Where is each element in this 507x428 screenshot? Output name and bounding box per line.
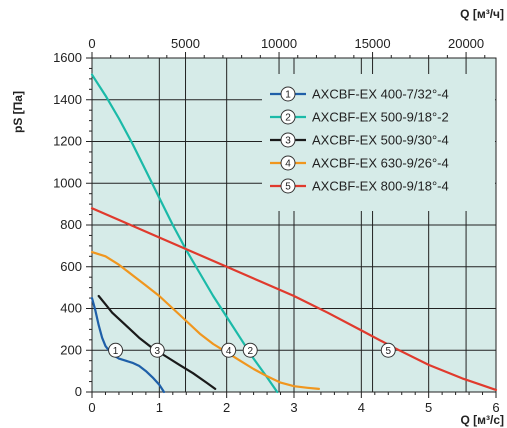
- series-marker-5: [380, 342, 396, 358]
- legend-marker-3: [280, 132, 296, 148]
- y-tick-label: 200: [60, 342, 82, 357]
- legend-entry-3: AXCBF-EX 500-9/30°-4: [312, 133, 449, 148]
- series-line-5: [90, 207, 498, 391]
- y-tick-label: 1000: [53, 175, 82, 190]
- legend-entry-5: AXCBF-EX 800-9/18°-4: [312, 179, 449, 194]
- legend-marker-label-3: 3: [285, 136, 291, 147]
- x-tick-label: 4: [358, 400, 365, 415]
- legend-entry-2: AXCBF-EX 500-9/18°-2: [312, 110, 449, 125]
- grid: [92, 58, 496, 392]
- legend-box: [262, 74, 495, 211]
- series-markers: 1 2 3 4 5: [108, 342, 396, 358]
- series-marker-label-4: 4: [226, 346, 232, 357]
- series-marker-1: [108, 342, 124, 358]
- legend-marker-1: [280, 86, 296, 102]
- x-top-tick-label: 0: [88, 36, 95, 51]
- x-top-axis-ticks: 0 5000 10000 15000 20000: [88, 36, 484, 58]
- legend-marker-label-4: 4: [285, 159, 291, 170]
- series-marker-4: [221, 342, 237, 358]
- series-marker-2: [242, 342, 258, 358]
- x-axis-title: Q [м³/с]: [460, 413, 504, 427]
- x-top-tick-label: 20000: [448, 36, 484, 51]
- x-tick-label: 0: [88, 400, 95, 415]
- y-tick-label: 800: [60, 217, 82, 232]
- legend-entry-4: AXCBF-EX 630-9/26°-4: [312, 156, 449, 171]
- legend-marker-5: [280, 178, 296, 194]
- x-top-tick-label: 15000: [354, 36, 390, 51]
- series-marker-label-5: 5: [385, 346, 391, 357]
- legend-marker-4: [280, 155, 296, 171]
- series-line-1: [90, 297, 166, 394]
- y-tick-label: 1400: [53, 92, 82, 107]
- y-tick-label: 1200: [53, 134, 82, 149]
- x-top-axis-title: Q [м³/ч]: [460, 7, 504, 21]
- series-marker-label-2: 2: [247, 346, 253, 357]
- series-line-4: [90, 251, 320, 390]
- legend-marker-label-5: 5: [285, 182, 291, 193]
- x-top-tick-label: 10000: [261, 36, 297, 51]
- y-axis-ticks: 0 200 400 600 800 1000 1200 1400 1600: [53, 50, 92, 399]
- x-tick-label: 5: [425, 400, 432, 415]
- x-tick-label: 2: [223, 400, 230, 415]
- y-tick-label: 600: [60, 259, 82, 274]
- y-tick-label: 0: [75, 384, 82, 399]
- y-tick-label: 1600: [53, 50, 82, 65]
- x-top-tick-label: 5000: [171, 36, 200, 51]
- legend-marker-label-2: 2: [285, 113, 291, 124]
- series-marker-3: [149, 342, 165, 358]
- legend: 1 AXCBF-EX 400-7/32°-4 2 AXCBF-EX 500-9/18°…: [262, 74, 495, 211]
- y-tick-label: 400: [60, 301, 82, 316]
- y-axis-title: pS [Па]: [11, 91, 25, 133]
- legend-marker-2: [280, 109, 296, 125]
- legend-marker-label-1: 1: [285, 90, 291, 101]
- x-tick-label: 6: [492, 400, 499, 415]
- series-marker-label-1: 1: [113, 346, 119, 357]
- legend-entry-1: AXCBF-EX 400-7/32°-4: [312, 87, 449, 102]
- x-tick-label: 3: [290, 400, 297, 415]
- x-axis-ticks: 0 1 2 3 4 5 6: [88, 392, 500, 415]
- x-tick-label: 1: [156, 400, 163, 415]
- series-marker-label-3: 3: [155, 346, 161, 357]
